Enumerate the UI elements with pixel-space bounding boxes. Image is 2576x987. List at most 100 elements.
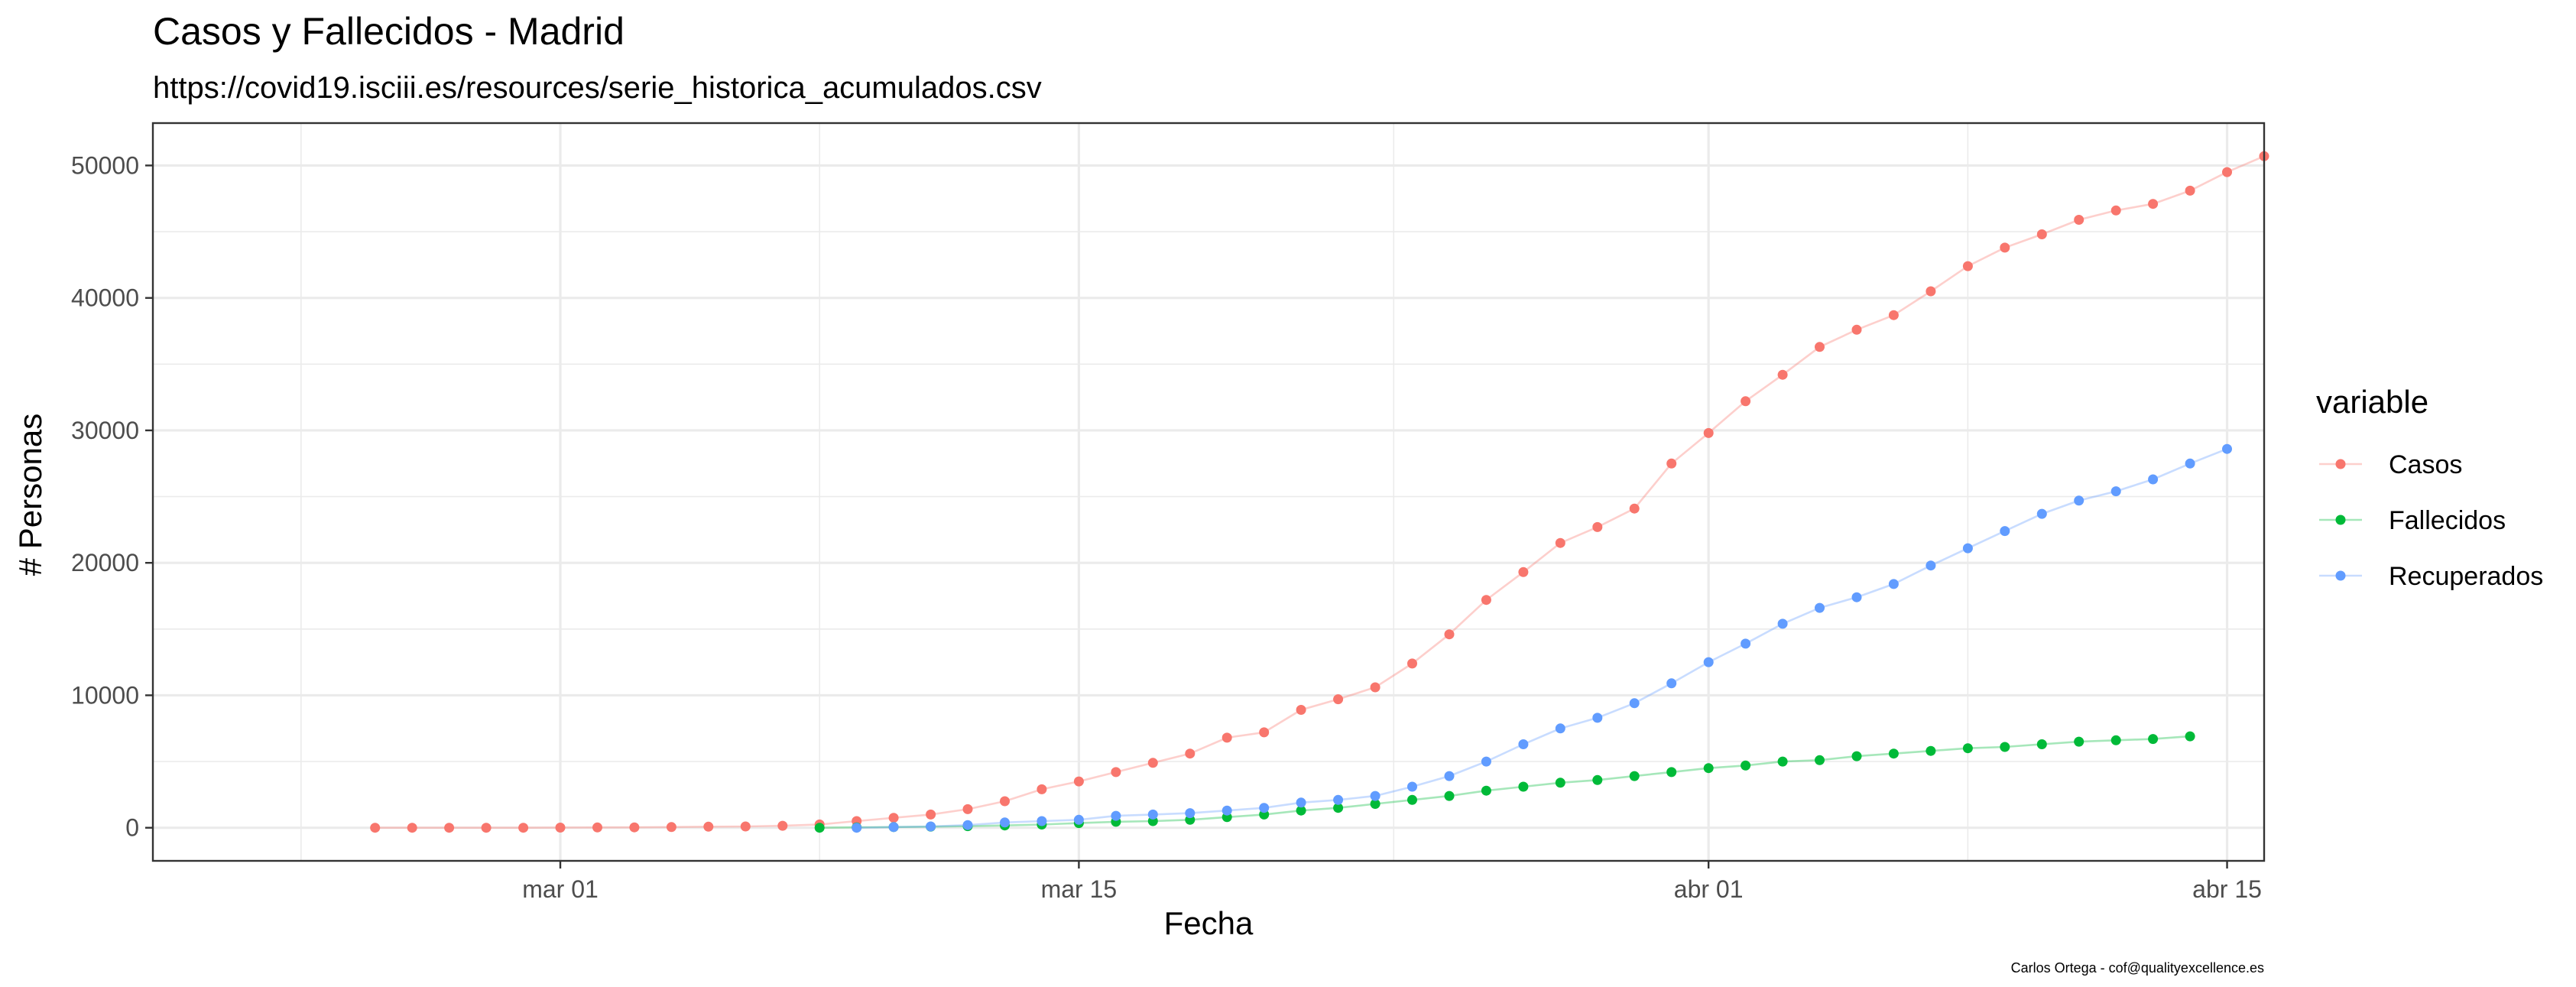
data-point-casos: [1073, 776, 1084, 787]
y-axis: 0 10000 20000 30000 40000 50000: [71, 151, 153, 842]
data-point-recuperados: [2222, 443, 2232, 454]
data-point-casos: [1926, 286, 1936, 297]
legend-title: variable: [2316, 384, 2428, 420]
data-point-recuperados: [1333, 794, 1344, 805]
y-tick-label: 30000: [71, 417, 139, 444]
data-point-casos: [1815, 342, 1825, 352]
data-point-casos: [2148, 199, 2159, 209]
legend-key-point: [2335, 515, 2346, 525]
data-point-casos: [1185, 748, 1196, 759]
data-point-casos: [629, 822, 640, 833]
data-point-fallecidos: [814, 823, 825, 833]
data-point-recuperados: [1777, 618, 1788, 629]
legend-key-point: [2335, 459, 2346, 469]
data-point-recuperados: [1259, 803, 1270, 813]
y-tick-label: 10000: [71, 681, 139, 709]
data-point-casos: [962, 804, 973, 814]
data-point-fallecidos: [1629, 771, 1640, 781]
data-point-casos: [1777, 369, 1788, 380]
data-point-recuperados: [1444, 771, 1455, 781]
data-point-casos: [370, 823, 381, 833]
data-point-fallecidos: [2036, 739, 2047, 749]
data-point-recuperados: [1741, 638, 1751, 649]
legend-label: Recuperados: [2389, 562, 2543, 591]
data-point-casos: [1221, 732, 1232, 743]
data-point-recuperados: [1147, 809, 1158, 820]
data-point-casos: [1666, 458, 1677, 469]
data-point-fallecidos: [2185, 731, 2195, 742]
data-point-recuperados: [1000, 817, 1010, 828]
y-tick-label: 40000: [71, 284, 139, 312]
data-point-fallecidos: [1741, 760, 1751, 771]
data-point-casos: [555, 823, 566, 833]
data-point-recuperados: [1888, 579, 1899, 589]
data-point-casos: [592, 822, 602, 833]
data-point-casos: [1962, 261, 1973, 271]
data-point-recuperados: [1518, 739, 1529, 749]
data-point-casos: [1592, 521, 1603, 532]
data-point-recuperados: [1073, 814, 1084, 825]
data-point-recuperados: [1111, 810, 1121, 821]
data-point-casos: [777, 820, 788, 831]
x-tick-label: abr 01: [1674, 875, 1744, 903]
data-point-casos: [2185, 185, 2195, 196]
x-tick-label: mar 01: [522, 875, 599, 903]
data-point-casos: [1555, 537, 1565, 548]
x-tick-label: abr 15: [2192, 875, 2262, 903]
data-point-recuperados: [2185, 458, 2195, 469]
data-point-recuperados: [852, 823, 862, 833]
x-axis: mar 01 mar 15 abr 01 abr 15: [522, 861, 2262, 903]
data-point-recuperados: [926, 821, 936, 832]
plot-panel: [151, 122, 2269, 862]
data-point-recuperados: [1481, 756, 1491, 767]
data-point-recuperados: [2110, 486, 2121, 497]
data-point-recuperados: [1555, 723, 1565, 734]
data-point-casos: [740, 821, 751, 832]
plot-border: [151, 122, 2266, 862]
data-point-fallecidos: [1592, 774, 1603, 785]
data-point-fallecidos: [1444, 791, 1455, 801]
data-point-fallecidos: [1666, 767, 1677, 778]
data-point-recuperados: [1962, 543, 1973, 554]
data-point-casos: [1333, 694, 1344, 705]
data-point-fallecidos: [1481, 785, 1491, 796]
data-point-casos: [481, 823, 492, 833]
data-point-casos: [2222, 167, 2232, 177]
legend-label: Fallecidos: [2389, 506, 2506, 535]
data-point-recuperados: [1370, 791, 1380, 801]
series-recuperados: [852, 443, 2232, 833]
chart-caption: Carlos Ortega - cof@qualityexcellence.es: [2011, 960, 2264, 976]
data-point-casos: [2074, 215, 2084, 225]
y-axis-title: # Personas: [12, 414, 48, 576]
data-point-recuperados: [1815, 602, 1825, 613]
y-tick-label: 0: [125, 814, 139, 842]
data-point-casos: [1370, 682, 1380, 693]
data-point-casos: [1518, 567, 1529, 577]
data-point-recuperados: [1629, 698, 1640, 709]
series-line-fallecidos: [819, 735, 2191, 829]
data-point-recuperados: [1703, 657, 1714, 667]
data-point-fallecidos: [2074, 736, 2084, 747]
data-point-casos: [1629, 503, 1640, 514]
data-point-casos: [1259, 727, 1270, 738]
data-point-casos: [1444, 629, 1455, 640]
data-point-fallecidos: [1407, 794, 1417, 805]
data-point-casos: [1703, 427, 1714, 438]
chart-title: Casos y Fallecidos - Madrid: [153, 10, 625, 53]
data-point-fallecidos: [1703, 763, 1714, 774]
data-point-recuperados: [1592, 713, 1603, 723]
data-point-recuperados: [1037, 816, 1047, 826]
series-casos: [370, 151, 2269, 833]
data-point-recuperados: [2036, 508, 2047, 519]
data-point-recuperados: [1407, 781, 1417, 792]
data-point-recuperados: [2074, 495, 2084, 506]
data-point-casos: [888, 813, 899, 823]
data-point-fallecidos: [1815, 755, 1825, 765]
legend-key-point: [2335, 570, 2346, 581]
data-point-casos: [2000, 242, 2010, 253]
data-point-fallecidos: [1777, 756, 1788, 767]
legend-item-recuperados: Recuperados: [2319, 562, 2543, 591]
y-tick-label: 50000: [71, 151, 139, 179]
data-point-fallecidos: [1888, 748, 1899, 759]
data-point-casos: [518, 823, 529, 833]
